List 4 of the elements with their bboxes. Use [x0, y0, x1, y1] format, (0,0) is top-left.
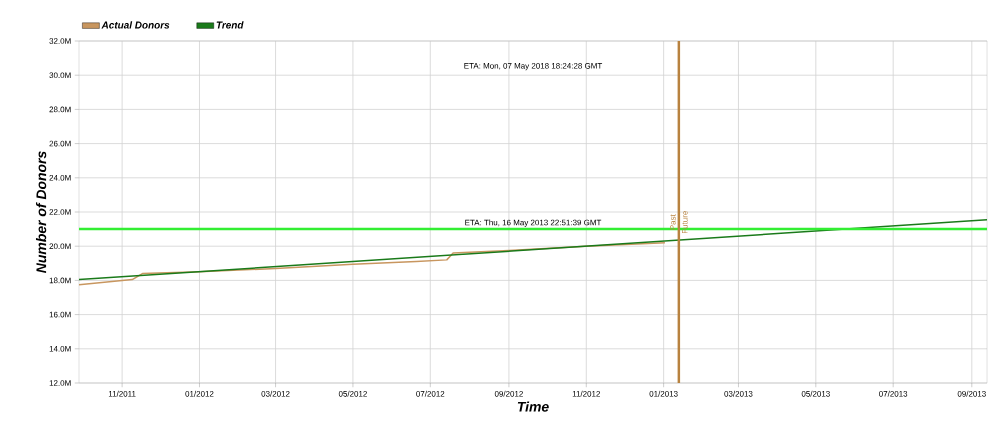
legend-label: Trend — [216, 21, 244, 29]
y-axis-title: Number of Donors — [35, 151, 47, 273]
legend-label: Actual Donors — [101, 21, 170, 29]
x-axis-title: Time — [517, 401, 549, 412]
